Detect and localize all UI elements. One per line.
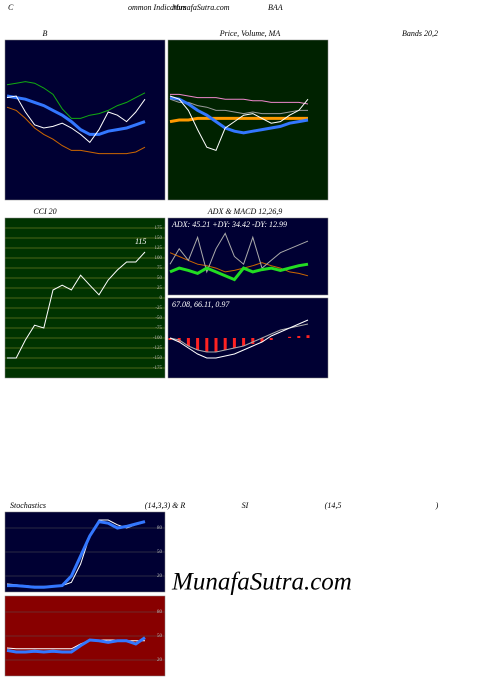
panel-title: Price, Volume, MA bbox=[219, 29, 281, 38]
series-line bbox=[170, 93, 309, 105]
panel-subtitle: Bands 20,2 bbox=[402, 29, 438, 38]
value-label: 115 bbox=[135, 237, 146, 246]
histogram-bar bbox=[297, 336, 301, 338]
series-line bbox=[169, 98, 308, 115]
series-line bbox=[169, 262, 309, 282]
panel bbox=[167, 297, 329, 379]
y-tick-label: -25 bbox=[155, 306, 162, 311]
y-tick-label: 75 bbox=[157, 266, 163, 271]
histogram-bar bbox=[242, 338, 246, 346]
series-line bbox=[169, 319, 309, 359]
series-line bbox=[169, 232, 309, 274]
histogram-bar bbox=[186, 338, 190, 346]
y-tick-label: 125 bbox=[155, 246, 163, 251]
histogram-bar bbox=[260, 338, 264, 342]
histogram-bar bbox=[251, 338, 255, 344]
panel bbox=[4, 39, 166, 201]
series-line bbox=[169, 95, 309, 152]
histogram-bar bbox=[168, 338, 172, 340]
series-line bbox=[6, 94, 146, 136]
y-tick-label: 175 bbox=[155, 226, 163, 231]
series-line bbox=[169, 323, 309, 353]
y-tick-label: -100 bbox=[153, 336, 163, 341]
header-title: ommon Indicators bbox=[128, 3, 186, 12]
y-tick-label: -175 bbox=[153, 366, 163, 371]
panel-label: ADX: 45.21 +DY: 34.42 -DY: 12.99 bbox=[171, 220, 287, 229]
y-tick-label: 50 bbox=[157, 634, 163, 639]
y-tick-label: 100 bbox=[155, 256, 163, 261]
y-tick-label: 50 bbox=[157, 550, 163, 555]
y-tick-label: 20 bbox=[157, 658, 163, 663]
histogram-bar bbox=[288, 336, 292, 338]
header-site: MunafaSutra.com bbox=[171, 3, 230, 12]
panel bbox=[167, 217, 329, 296]
y-tick-label: -50 bbox=[155, 316, 162, 321]
panel-title: Stochastics bbox=[10, 501, 46, 510]
series-line bbox=[6, 106, 146, 155]
series-line bbox=[6, 95, 146, 144]
series-line bbox=[7, 251, 146, 359]
panel-title: (14,5 bbox=[325, 501, 342, 510]
histogram-bar bbox=[223, 338, 227, 350]
y-tick-label: 80 bbox=[157, 610, 163, 615]
header-left: C bbox=[8, 3, 14, 12]
y-tick-label: 25 bbox=[157, 286, 163, 291]
histogram-bar bbox=[214, 338, 218, 352]
panel-title: B bbox=[43, 29, 48, 38]
y-tick-label: -150 bbox=[153, 356, 163, 361]
panel-title: CCI 20 bbox=[33, 207, 56, 216]
histogram-bar bbox=[232, 338, 236, 348]
y-tick-label: 150 bbox=[155, 236, 163, 241]
panel-title: ) bbox=[435, 501, 439, 510]
header-symbol: BAA bbox=[268, 3, 283, 12]
y-tick-label: -125 bbox=[153, 346, 163, 351]
histogram-bar bbox=[205, 338, 209, 352]
y-tick-label: -75 bbox=[155, 326, 162, 331]
series-line bbox=[7, 519, 146, 589]
series-line bbox=[169, 96, 309, 135]
y-tick-label: 80 bbox=[157, 526, 163, 531]
watermark: MunafaSutra.com bbox=[171, 569, 352, 596]
y-tick-label: 20 bbox=[157, 574, 163, 579]
panel-title: (14,3,3) & R bbox=[145, 501, 186, 510]
histogram-bar bbox=[196, 338, 200, 350]
panel-title: ADX & MACD 12,26,9 bbox=[207, 207, 282, 216]
series-line bbox=[6, 81, 146, 119]
panel-title: SI bbox=[242, 501, 249, 510]
y-tick-label: 50 bbox=[157, 276, 163, 281]
histogram-bar bbox=[306, 335, 310, 338]
series-line bbox=[6, 636, 146, 654]
y-tick-label: 0 bbox=[160, 296, 163, 301]
panel-label: 67.08, 66.11, 0.97 bbox=[172, 300, 230, 309]
histogram-bar bbox=[269, 338, 273, 340]
